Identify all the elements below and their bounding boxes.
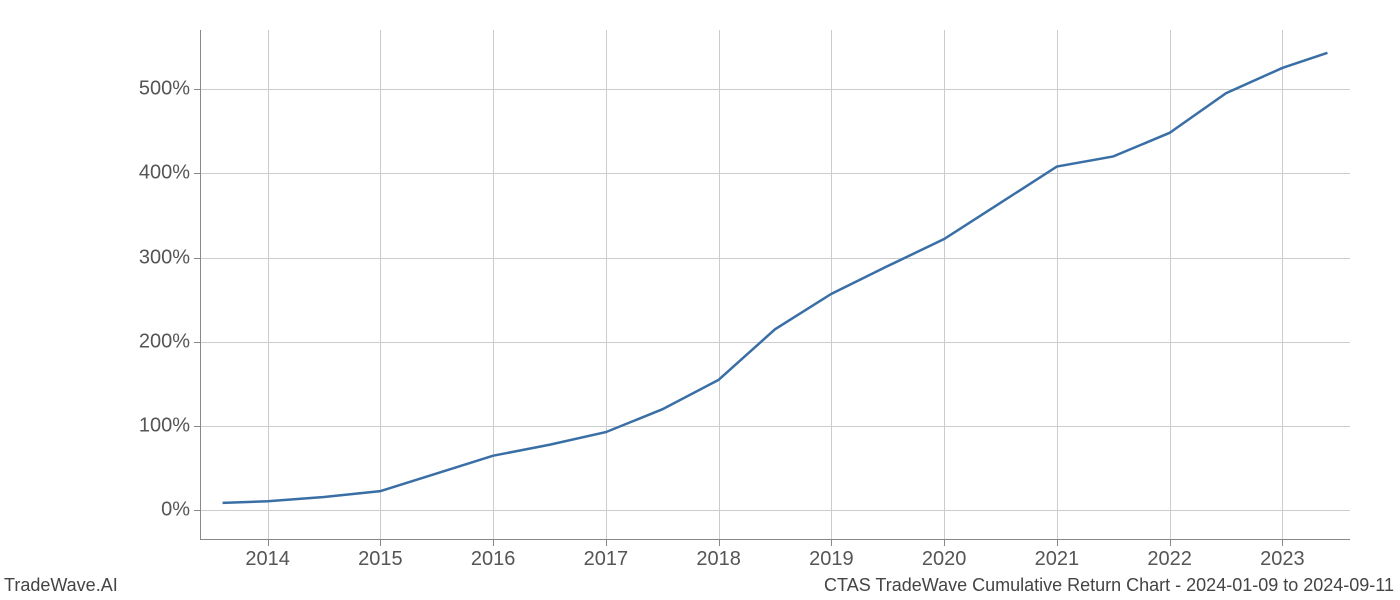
x-tick-label: 2015: [358, 548, 403, 571]
line-plot-svg: [200, 30, 1350, 540]
x-tick-mark: [493, 540, 494, 546]
x-tick-mark: [1170, 540, 1171, 546]
x-tick-mark: [719, 540, 720, 546]
x-tick-mark: [268, 540, 269, 546]
x-tick-mark: [1282, 540, 1283, 546]
x-tick-label: 2017: [584, 548, 629, 571]
footer-brand: TradeWave.AI: [4, 575, 118, 596]
x-tick-label: 2021: [1035, 548, 1080, 571]
cumulative-return-chart: 0% 100% 200% 300% 400% 500% 2014 2015 2016 2017 2…: [0, 0, 1400, 600]
plot-area: [200, 30, 1350, 540]
x-tick-label: 2016: [471, 548, 516, 571]
x-tick-label: 2023: [1260, 548, 1305, 571]
x-tick-mark: [831, 540, 832, 546]
x-tick-mark: [380, 540, 381, 546]
footer-caption: CTAS TradeWave Cumulative Return Chart -…: [824, 575, 1394, 596]
x-tick-label: 2018: [696, 548, 741, 571]
y-tick-label: 400%: [90, 162, 190, 185]
y-tick-label: 200%: [90, 330, 190, 353]
x-tick-mark: [1057, 540, 1058, 546]
x-tick-label: 2022: [1147, 548, 1192, 571]
x-tick-label: 2020: [922, 548, 967, 571]
y-tick-label: 300%: [90, 246, 190, 269]
y-tick-label: 500%: [90, 78, 190, 101]
x-tick-mark: [606, 540, 607, 546]
y-tick-label: 100%: [90, 415, 190, 438]
series-line: [223, 53, 1328, 503]
x-tick-mark: [944, 540, 945, 546]
x-tick-label: 2014: [245, 548, 290, 571]
y-tick-label: 0%: [90, 499, 190, 522]
x-tick-label: 2019: [809, 548, 854, 571]
